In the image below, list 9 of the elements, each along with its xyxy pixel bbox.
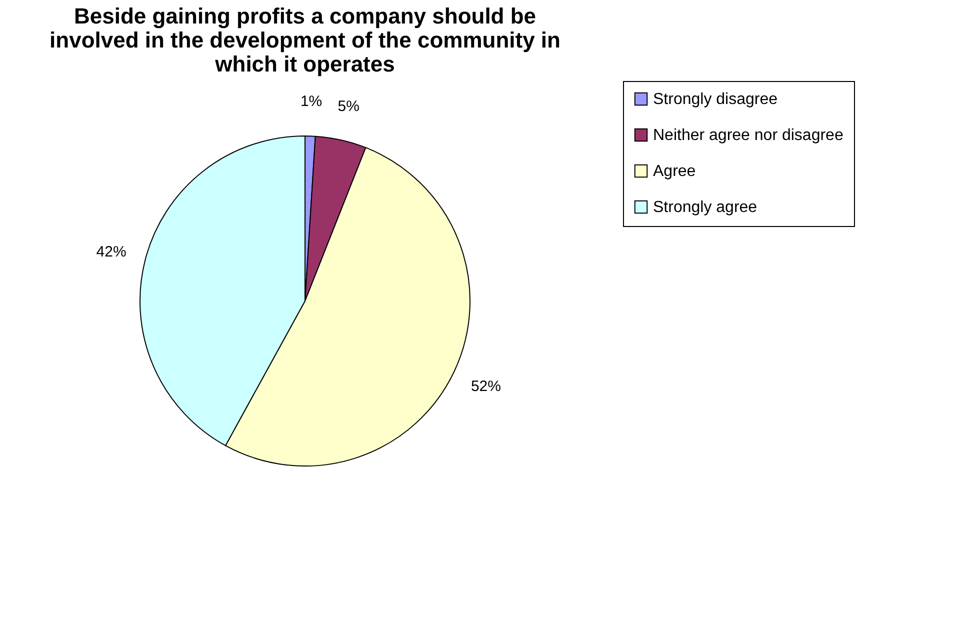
legend-label: Strongly agree: [653, 199, 758, 216]
data-label: 52%: [470, 378, 501, 396]
data-label: 1%: [300, 93, 322, 110]
legend-label: Neither agree nor disagree: [653, 127, 844, 144]
legend-label: Agree: [653, 163, 696, 180]
legend-label: Strongly disagree: [653, 91, 778, 108]
chart-title: Beside gaining profits a company should be involved in the development of the community in which it operates: [50, 4, 560, 76]
data-label: 42%: [96, 243, 126, 260]
data-label: 5%: [338, 98, 360, 115]
